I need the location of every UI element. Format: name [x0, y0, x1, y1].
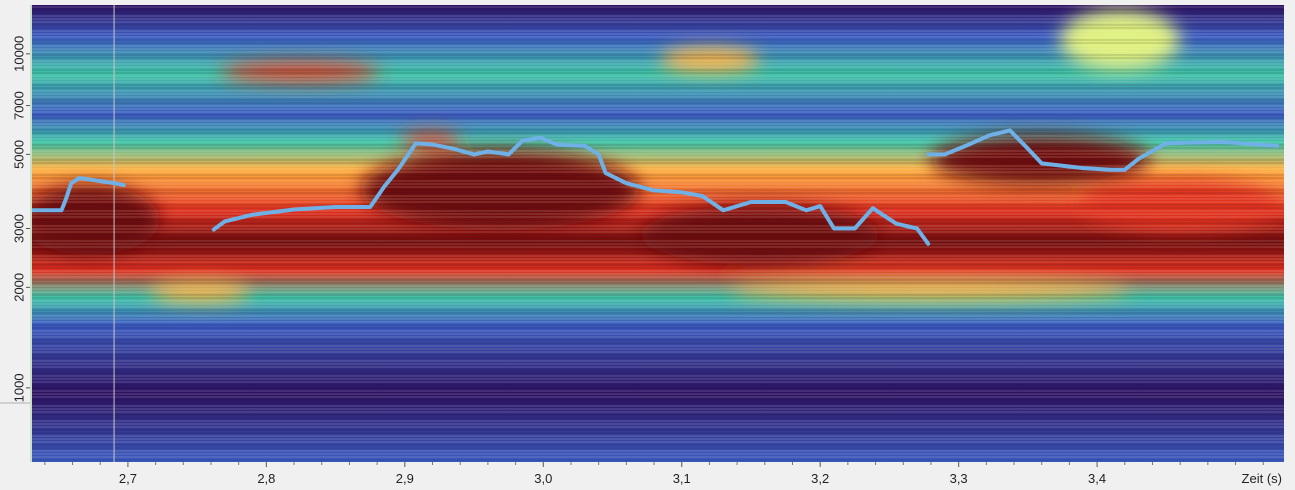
energy-blob	[660, 48, 760, 72]
y-axis-gutter	[0, 0, 31, 490]
energy-blob	[730, 280, 1130, 300]
y-tick-label: 3000	[11, 214, 26, 243]
x-axis-gutter	[0, 462, 1295, 490]
y-axis: 1000 2000 3000 5000 7000 10000	[11, 36, 31, 402]
x-tick-label: 3,1	[673, 471, 691, 486]
y-tick-label: 7000	[11, 91, 26, 120]
energy-blobs	[31, 10, 1280, 302]
x-tick-label: 2,9	[396, 471, 414, 486]
pitch-track	[31, 128, 1280, 246]
x-axis: 2,7 2,8 2,9 3,0 3,1 3,2 3,3 3,4	[44, 462, 1264, 486]
pitch-track-segment	[926, 128, 1280, 172]
x-tick-label: 2,8	[257, 471, 275, 486]
energy-blob	[220, 62, 380, 82]
x-tick-label: 3,0	[534, 471, 552, 486]
y-tick-label: 2000	[11, 273, 26, 302]
x-tick-label: 2,7	[119, 471, 137, 486]
energy-blob	[150, 282, 250, 302]
y-tick-label: 1000	[11, 373, 26, 402]
energy-blob	[360, 150, 640, 230]
energy-blob	[640, 205, 880, 265]
x-axis-unit-label: Zeit (s)	[1242, 471, 1282, 486]
pitch-track-segment	[211, 135, 931, 246]
texture-lines	[31, 6, 1284, 461]
energy-blob	[1060, 10, 1180, 70]
spectrogram-image	[31, 5, 1284, 462]
pitch-track-segment	[31, 176, 126, 213]
energy-blob	[1080, 180, 1280, 230]
x-tick-label: 3,3	[950, 471, 968, 486]
x-tick-label: 3,2	[811, 471, 829, 486]
x-tick-label: 3,4	[1088, 471, 1106, 486]
y-tick-label: 10000	[11, 36, 26, 72]
y-tick-label: 5000	[11, 140, 26, 169]
